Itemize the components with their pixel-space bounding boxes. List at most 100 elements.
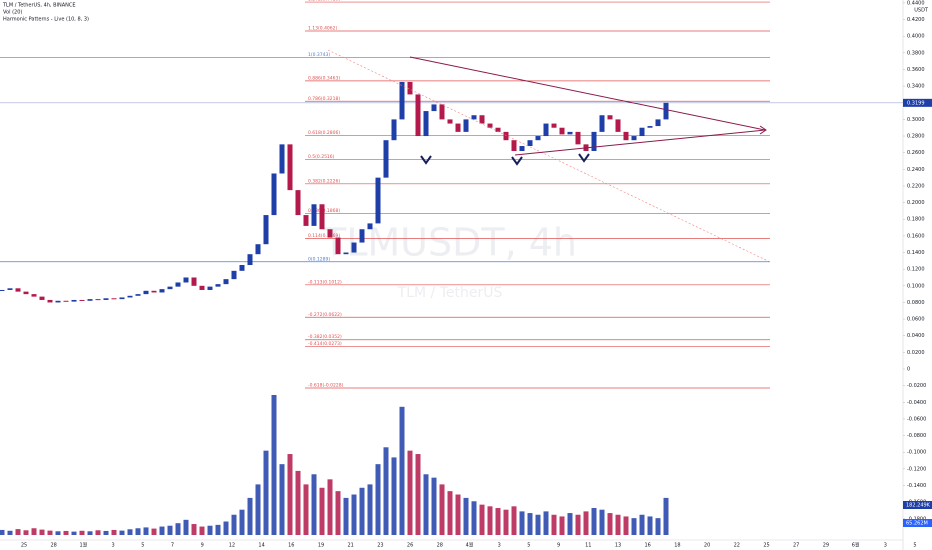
candle-body [479,115,485,124]
candle-body [407,81,413,95]
volume-bar [159,526,165,535]
y-tick-label: 0.1000 [907,283,925,289]
volume-bar [55,531,61,535]
y-tick-label: 0.0200 [907,350,925,356]
volume-bar [383,447,389,535]
trend-dashed [327,49,771,263]
candle-body [135,294,141,296]
volume-bar [295,470,301,535]
candle-body [23,291,29,295]
volume-tag [903,519,932,527]
y-tick-label: -0.0600 [907,416,926,422]
volume-bar [623,516,629,535]
candle-body [415,94,421,137]
volume-bar [415,454,421,535]
y-tick-label: 0.0400 [907,333,925,339]
volume-bar [455,494,461,535]
triangle-upper [409,56,766,131]
volume-bar [543,511,549,535]
candle-body [255,244,261,255]
x-tick-label: 19 [318,543,324,549]
volume-bar [111,529,117,535]
y-tick-label: -0.1200 [907,466,926,472]
volume-bar [95,530,101,535]
candle-body [359,229,365,243]
volume-bar [607,513,613,535]
volume-bar [631,518,637,535]
fib-label: 0.114(0.1569) [308,233,340,239]
x-tick-label: 29 [823,543,829,549]
fib-label: -0.414(0.0273) [308,341,342,347]
candle-body [191,277,197,286]
fib-label: 1.13(0.4062) [308,26,338,32]
candle-body [327,229,333,238]
volume-bar [375,464,381,535]
y-tick-label: 0.2600 [907,150,925,156]
volume-bar [479,504,485,535]
volume-bar [239,509,245,535]
candle-body [71,299,77,302]
candle-body [519,146,525,152]
candle-body [79,299,85,301]
candle-body [335,237,341,255]
x-tick-label: 12 [229,543,235,549]
volume-bar [615,514,621,535]
volume-bar [63,530,69,535]
volume-bar [39,529,45,535]
candle-body [239,265,245,271]
x-tick-label: 13 [615,543,621,549]
x-tick-label: 28 [51,543,57,549]
volume-bar [319,487,325,535]
volume-bar [303,484,309,535]
chevron [578,153,590,163]
volume-bar [663,497,669,535]
volume-bar [583,511,589,535]
last-price-tag [903,98,932,107]
candle-body [263,215,269,245]
pattern-indicator: Harmonic Patterns - Live (10, 8, 3) [3,17,89,23]
volume-bar [215,524,221,535]
candle-body [439,104,445,120]
candle-body [287,144,293,191]
y-tick-label: -0.0800 [907,433,926,439]
triangle-lower [514,129,766,156]
volume-bar [167,525,173,535]
volume-bar [7,530,13,535]
candle-body [231,270,237,280]
volume-bar [343,497,349,535]
candle-body [159,289,165,293]
volume-bar [271,395,277,535]
volume-bar [47,530,53,535]
volume-bar [103,530,109,535]
volume-bar [31,528,37,535]
volume-bar [247,497,253,535]
volume-bar [367,484,373,535]
candle-body [399,81,405,120]
candle-body [527,140,533,147]
candle-body [279,144,285,174]
candle-body [303,215,309,226]
candle-body [127,295,133,298]
volume-bar [495,508,501,535]
candle-body [623,131,629,141]
chevron [511,156,523,166]
candle-body [151,290,157,293]
volume-bar [207,525,213,535]
candle-body [511,140,517,152]
fib-label: 1(0.3743) [308,52,330,58]
candle-body [503,131,509,141]
candle-body [87,299,93,301]
candle-body [455,123,461,132]
candle-body [167,286,173,290]
volume-bar [519,511,525,535]
volume-bar [311,474,317,535]
volume-bar [439,484,445,535]
x-tick-label: 21 [348,543,354,549]
candle-body [615,119,621,132]
x-tick-label: 25 [21,543,27,549]
volume-bar [447,491,453,535]
volume-bar [79,530,85,535]
volume-label: 182.249K [906,503,931,509]
candle-body [487,123,493,128]
